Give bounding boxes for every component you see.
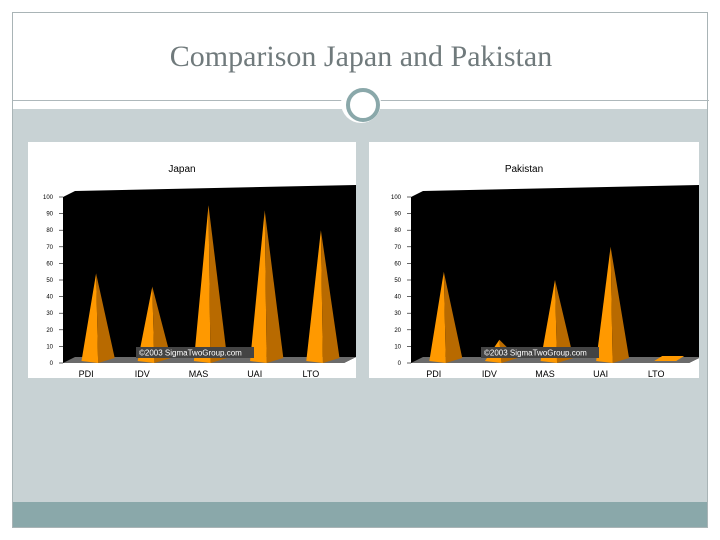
watermark-bg-pakistan — [481, 347, 599, 358]
y-tick-label-pakistan: 40 — [394, 295, 401, 301]
chart-japan: Japan 0 10 20 30 40 50 60 70 80 90 100 PDI IDV MAS UAI L… — [43, 164, 356, 378]
bar-japan-lto — [306, 230, 323, 363]
y-tick-label-pakistan: 50 — [394, 278, 401, 284]
plot-area-pakistan — [411, 185, 699, 363]
bar-shade-pakistan-uai — [610, 246, 630, 363]
y-tick-label-japan: 50 — [46, 278, 53, 284]
y-tick-label-japan: 100 — [43, 195, 54, 201]
y-tick-label-pakistan: 0 — [398, 361, 402, 367]
slide-title: Comparison Japan and Pakistan — [169, 40, 553, 73]
bar-shade-japan-pdi — [96, 273, 115, 363]
y-tick-label-pakistan: 30 — [394, 311, 401, 317]
x-label-pakistan-pdi: PDI — [426, 369, 441, 378]
chart-title-pakistan: Pakistan — [505, 164, 543, 175]
y-tick-label-pakistan: 60 — [394, 261, 401, 267]
y-tick-label-japan: 80 — [46, 228, 53, 234]
bar-shade-japan-lto — [320, 230, 340, 363]
x-label-japan-lto: LTO — [303, 369, 320, 378]
watermark-bg-japan — [136, 347, 254, 358]
footer-band — [13, 502, 707, 527]
y-tick-label-pakistan: 20 — [394, 328, 401, 334]
bar-japan-mas — [193, 205, 211, 363]
bar-pakistan-pdi — [429, 271, 446, 363]
bar-pakistan-lto — [654, 356, 685, 361]
x-label-pakistan-mas: MAS — [535, 369, 555, 378]
y-tick-label-japan: 60 — [46, 261, 53, 267]
bar-shade-japan-uai — [264, 210, 284, 363]
y-tick-label-pakistan: 80 — [394, 228, 401, 234]
y-tick-label-japan: 70 — [46, 245, 53, 251]
slide: Comparison Japan and Pakistan Japan 0 10 20… — [12, 12, 709, 528]
bar-japan-idv — [137, 286, 155, 363]
x-label-japan-idv: IDV — [135, 369, 150, 378]
y-tick-label-japan: 30 — [46, 311, 53, 317]
y-tick-label-pakistan: 70 — [394, 245, 401, 251]
chart-title-japan: Japan — [168, 164, 195, 175]
x-label-pakistan-idv: IDV — [482, 369, 497, 378]
y-tick-label-japan: 20 — [46, 328, 53, 334]
watermark-pakistan: ©2003 SigmaTwoGroup.com — [484, 349, 587, 358]
x-label-japan-uai: UAI — [247, 369, 262, 378]
bar-shade-pakistan-mas — [555, 280, 574, 363]
bar-shade-japan-idv — [152, 286, 171, 363]
bar-pakistan-mas — [540, 280, 557, 363]
y-tick-label-pakistan: 90 — [394, 212, 401, 218]
chart-panel-japan: Japan 0 10 20 30 40 50 60 70 80 90 100 PDI IDV MAS UAI L… — [28, 142, 356, 378]
bar-shade-japan-mas — [208, 205, 228, 363]
watermark-japan: ©2003 SigmaTwoGroup.com — [139, 349, 242, 358]
y-tick-label-japan: 0 — [50, 361, 54, 367]
bar-japan-pdi — [81, 273, 99, 363]
chart-panel-pakistan: Pakistan 0 10 20 30 40 50 60 70 80 90 100 PDI IDV MAS U… — [369, 142, 699, 378]
bar-japan-uai — [250, 210, 267, 363]
x-label-japan-pdi: PDI — [79, 369, 94, 378]
bar-pakistan-uai — [596, 246, 613, 363]
y-tick-label-pakistan: 100 — [391, 195, 402, 201]
y-tick-label-pakistan: 10 — [394, 344, 401, 350]
y-tick-label-japan: 40 — [46, 295, 53, 301]
divider-circle-icon — [346, 88, 380, 122]
x-label-pakistan-lto: LTO — [648, 369, 665, 378]
x-label-pakistan-uai: UAI — [593, 369, 608, 378]
y-tick-label-japan: 10 — [46, 344, 53, 350]
x-label-japan-mas: MAS — [189, 369, 209, 378]
chart-pakistan: Pakistan 0 10 20 30 40 50 60 70 80 90 100 PDI IDV MAS U… — [391, 164, 699, 378]
bar-shade-pakistan-pdi — [443, 271, 463, 363]
y-tick-label-japan: 90 — [46, 212, 53, 218]
